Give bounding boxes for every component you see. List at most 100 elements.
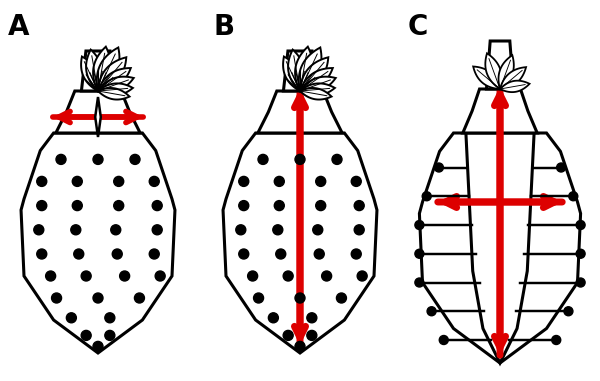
Text: A: A <box>8 13 29 41</box>
Polygon shape <box>300 68 333 91</box>
Polygon shape <box>300 57 328 91</box>
Polygon shape <box>419 133 581 363</box>
Circle shape <box>254 293 263 303</box>
Circle shape <box>273 225 283 235</box>
Polygon shape <box>295 47 313 91</box>
Circle shape <box>239 176 249 186</box>
Circle shape <box>236 225 246 235</box>
Circle shape <box>34 225 44 235</box>
Circle shape <box>576 221 585 229</box>
Circle shape <box>56 154 66 164</box>
Polygon shape <box>258 91 342 133</box>
Polygon shape <box>21 133 175 353</box>
Circle shape <box>71 225 81 235</box>
Circle shape <box>152 225 162 235</box>
Circle shape <box>112 249 122 259</box>
Circle shape <box>134 293 145 303</box>
Circle shape <box>439 336 448 344</box>
Circle shape <box>149 249 159 259</box>
Polygon shape <box>98 57 126 91</box>
Polygon shape <box>463 89 537 133</box>
Circle shape <box>295 341 305 351</box>
Text: C: C <box>408 13 428 41</box>
Polygon shape <box>485 53 502 89</box>
Circle shape <box>354 225 364 235</box>
Polygon shape <box>98 88 130 99</box>
Circle shape <box>114 176 124 186</box>
Text: B: B <box>213 13 234 41</box>
Circle shape <box>314 249 324 259</box>
Circle shape <box>268 313 278 323</box>
Polygon shape <box>98 68 131 91</box>
Circle shape <box>105 313 115 323</box>
Polygon shape <box>300 88 332 99</box>
Circle shape <box>74 249 84 259</box>
Circle shape <box>72 201 82 211</box>
Circle shape <box>93 293 103 303</box>
Polygon shape <box>487 41 514 89</box>
Polygon shape <box>288 50 305 91</box>
Circle shape <box>239 249 249 259</box>
Circle shape <box>576 249 585 258</box>
Circle shape <box>149 176 159 186</box>
Circle shape <box>557 163 566 172</box>
Circle shape <box>307 313 317 323</box>
Circle shape <box>152 201 162 211</box>
Polygon shape <box>223 133 377 353</box>
Circle shape <box>258 154 268 164</box>
Circle shape <box>81 271 91 281</box>
Polygon shape <box>500 81 530 92</box>
Circle shape <box>114 201 124 211</box>
Circle shape <box>239 201 249 211</box>
Polygon shape <box>300 77 336 92</box>
Circle shape <box>307 330 317 340</box>
Polygon shape <box>81 56 99 91</box>
Circle shape <box>248 271 257 281</box>
Circle shape <box>37 201 47 211</box>
Polygon shape <box>299 48 322 91</box>
Circle shape <box>283 271 293 281</box>
Circle shape <box>313 225 323 235</box>
Circle shape <box>93 154 103 164</box>
Polygon shape <box>300 83 335 96</box>
Polygon shape <box>86 50 103 91</box>
Circle shape <box>354 201 364 211</box>
Circle shape <box>119 271 130 281</box>
Circle shape <box>295 293 305 303</box>
Circle shape <box>155 271 165 281</box>
Circle shape <box>422 192 431 201</box>
Circle shape <box>322 271 332 281</box>
Circle shape <box>276 249 286 259</box>
Circle shape <box>415 278 424 287</box>
Polygon shape <box>473 67 500 89</box>
Polygon shape <box>82 51 115 91</box>
Polygon shape <box>466 133 534 363</box>
Circle shape <box>105 330 115 340</box>
Circle shape <box>576 278 585 287</box>
Polygon shape <box>56 91 140 133</box>
Polygon shape <box>283 56 301 91</box>
Circle shape <box>52 293 62 303</box>
Circle shape <box>316 176 326 186</box>
Circle shape <box>415 221 424 229</box>
Polygon shape <box>500 67 526 89</box>
Polygon shape <box>98 77 134 92</box>
Circle shape <box>351 249 361 259</box>
Circle shape <box>111 225 121 235</box>
Circle shape <box>415 249 424 258</box>
Circle shape <box>274 201 284 211</box>
Polygon shape <box>499 55 514 89</box>
Circle shape <box>427 307 436 316</box>
Circle shape <box>564 307 573 316</box>
Circle shape <box>46 271 56 281</box>
Circle shape <box>337 293 346 303</box>
Circle shape <box>72 176 82 186</box>
Circle shape <box>351 176 361 186</box>
Polygon shape <box>95 97 101 137</box>
Circle shape <box>81 330 91 340</box>
Circle shape <box>295 154 305 164</box>
Circle shape <box>434 163 443 172</box>
Circle shape <box>67 313 76 323</box>
Circle shape <box>130 154 140 164</box>
Circle shape <box>316 201 326 211</box>
